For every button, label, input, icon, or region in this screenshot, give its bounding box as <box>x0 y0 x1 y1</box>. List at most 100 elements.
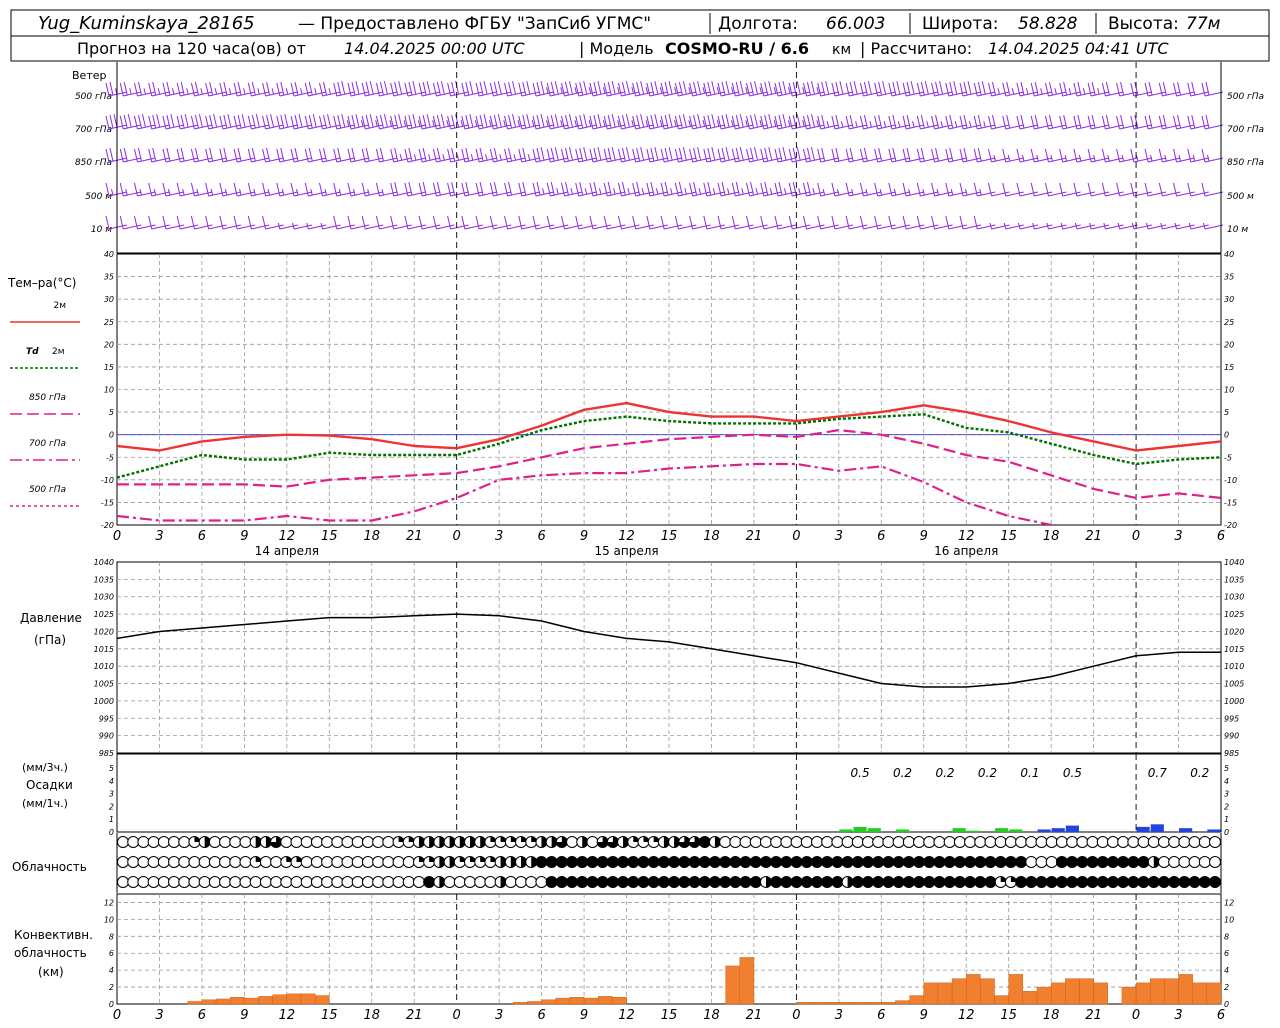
wind-barb <box>319 81 341 97</box>
barb-flag <box>1173 148 1178 163</box>
barb-staff <box>991 157 1010 163</box>
barb-flag <box>693 147 698 162</box>
cloud-fill-partial <box>531 836 537 842</box>
barb-half <box>182 188 185 196</box>
hour-label: 9 <box>580 1008 588 1023</box>
barb-flag <box>475 82 480 97</box>
wind-barb <box>717 81 740 97</box>
cloud-circle-outline <box>1157 836 1170 848</box>
wind-barb <box>361 114 384 130</box>
barb-flag <box>817 82 822 97</box>
cloud-fill-partial <box>541 836 547 848</box>
cloud-circle <box>198 836 211 848</box>
barb-flag <box>436 181 441 196</box>
cloud-circle <box>759 856 772 868</box>
cloud-circle <box>178 876 191 888</box>
wind-barb <box>319 114 341 130</box>
barb-flag <box>931 215 936 230</box>
barb-staff <box>1076 91 1096 97</box>
wind-barb <box>390 81 412 97</box>
barb-flag <box>308 81 313 96</box>
barb-staff <box>151 191 170 197</box>
cloud-circle <box>1168 876 1181 888</box>
hour-label: 0 <box>453 1008 461 1023</box>
barb-flag <box>475 182 480 197</box>
cloud-fill-partial <box>398 836 405 842</box>
barb-flag <box>711 147 716 161</box>
barb-staff <box>621 91 640 97</box>
barb-half <box>324 188 327 196</box>
cloud-circle <box>964 836 977 848</box>
barb-flag <box>560 182 565 197</box>
barb-flag <box>162 148 167 163</box>
cloud-circle <box>361 856 374 868</box>
cloud-circle <box>637 876 650 888</box>
barb-flag <box>294 114 299 129</box>
barb-staff <box>1190 224 1209 230</box>
cloud-circle-outline <box>535 876 548 888</box>
cloud-fill-partial <box>643 836 649 842</box>
barb-flag <box>1101 115 1106 130</box>
barb-flag <box>133 148 138 163</box>
hour-label: 21 <box>1085 529 1102 544</box>
barb-flag <box>369 114 374 128</box>
barb-staff <box>948 224 967 230</box>
wind-barb <box>518 181 540 197</box>
barb-half <box>1064 154 1068 162</box>
wind-barb <box>902 182 925 197</box>
wind-barb <box>418 81 441 97</box>
barb-half <box>320 222 323 230</box>
barb-half <box>143 88 146 95</box>
barb-flag <box>1130 82 1135 97</box>
cloud-circle-outline <box>759 836 772 848</box>
cloud-circle <box>606 836 619 848</box>
barb-flag <box>180 147 185 162</box>
barb-staff <box>1176 191 1195 197</box>
barb-staff <box>777 91 797 97</box>
cloud-circle <box>372 836 385 848</box>
barb-flag <box>935 147 940 162</box>
barb-staff <box>1034 124 1053 130</box>
cloud-circle <box>698 856 711 868</box>
barb-staff <box>464 124 483 130</box>
convective-bar <box>980 978 995 1005</box>
cloud-circle-outline <box>188 876 201 888</box>
barb-staff <box>592 91 612 97</box>
barb-flag <box>390 182 395 197</box>
cloud-fill-partial <box>469 836 476 848</box>
cloud-circle <box>964 856 977 868</box>
barb-flag <box>920 114 925 129</box>
wind-barb <box>731 81 754 97</box>
pressure-tick-label: 1030 <box>94 593 114 602</box>
wind-barb <box>133 182 156 197</box>
barb-staff <box>806 124 825 130</box>
wind-barb <box>504 114 526 130</box>
wind-barb <box>603 147 626 163</box>
cloud-circle <box>1086 876 1099 888</box>
barb-staff <box>350 224 370 230</box>
barb-staff <box>279 91 298 97</box>
cloud-circle <box>239 876 252 888</box>
barb-staff <box>322 91 341 97</box>
temp-tick-label: 40 <box>104 250 114 259</box>
wind-barb <box>1003 222 1024 230</box>
barb-flag <box>560 148 565 163</box>
wind-barb <box>674 215 697 230</box>
barb-staff <box>1147 191 1167 197</box>
cloud-fill-full <box>597 876 609 888</box>
barb-flag <box>237 81 242 96</box>
barb-flag <box>1044 148 1049 163</box>
cloud-circle <box>657 876 670 888</box>
barb-staff <box>735 224 754 230</box>
barb-staff <box>535 157 555 163</box>
barb-half <box>840 121 844 128</box>
wind-barb <box>902 215 925 230</box>
barb-flag <box>778 114 783 129</box>
barb-flag <box>1044 82 1049 97</box>
wind-barb <box>475 215 498 230</box>
wind-barb <box>504 147 526 163</box>
barb-half <box>310 188 313 196</box>
barb-staff <box>550 124 569 130</box>
barb-staff <box>991 191 1010 197</box>
barb-flag <box>333 215 338 230</box>
